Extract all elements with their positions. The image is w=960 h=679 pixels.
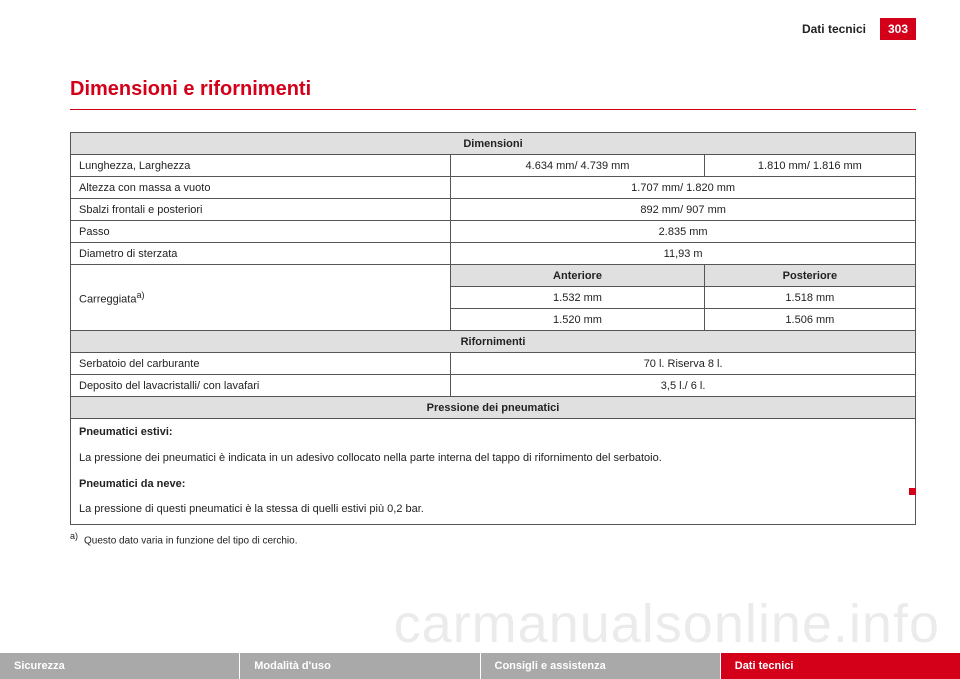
footnote-text: Questo dato varia in funzione del tipo d… <box>84 536 297 547</box>
row-value: 2.835 mm <box>451 221 916 243</box>
row-label: Passo <box>71 221 451 243</box>
row-value: 4.634 mm/ 4.739 mm <box>451 155 705 177</box>
anteriore-header: Anteriore <box>451 265 705 287</box>
data-table: Dimensioni Lunghezza, Larghezza 4.634 mm… <box>70 132 916 525</box>
row-value: 1.518 mm <box>704 287 915 309</box>
table-row: Diametro di sterzata 11,93 m <box>71 243 916 265</box>
table-row: Passo 2.835 mm <box>71 221 916 243</box>
neve-text: La pressione di questi pneumatici è la s… <box>79 500 907 520</box>
row-value: 1.532 mm <box>451 287 705 309</box>
tab-modalita[interactable]: Modalità d'uso <box>240 653 480 679</box>
neve-title: Pneumatici da neve: <box>79 475 907 495</box>
rifornimenti-header: Rifornimenti <box>71 331 916 353</box>
table-row: Carreggiataa) Anteriore Posteriore <box>71 265 916 287</box>
tab-dati-tecnici[interactable]: Dati tecnici <box>721 653 960 679</box>
row-value: 1.506 mm <box>704 309 915 331</box>
row-value: 892 mm/ 907 mm <box>451 199 916 221</box>
estivi-title: Pneumatici estivi: <box>79 423 907 443</box>
section-title: Dimensioni e rifornimenti <box>70 78 916 105</box>
page-header: Dati tecnici 303 <box>802 18 916 40</box>
pressione-info: Pneumatici estivi: La pressione dei pneu… <box>71 419 916 525</box>
row-label: Deposito del lavacristalli/ con lavafari <box>71 375 451 397</box>
row-label: Sbalzi frontali e posteriori <box>71 199 451 221</box>
row-value: 1.707 mm/ 1.820 mm <box>451 177 916 199</box>
footnote-marker: a) <box>136 290 144 300</box>
footnote-marker: a) <box>70 531 78 541</box>
estivi-text: La pressione dei pneumatici è indicata i… <box>79 449 907 469</box>
bottom-nav-bar: Sicurezza Modalità d'uso Consigli e assi… <box>0 653 960 679</box>
row-value: 1.520 mm <box>451 309 705 331</box>
tab-consigli[interactable]: Consigli e assistenza <box>481 653 721 679</box>
dimensioni-header: Dimensioni <box>71 133 916 155</box>
table-row: Pressione dei pneumatici <box>71 397 916 419</box>
table-row: Pneumatici estivi: La pressione dei pneu… <box>71 419 916 525</box>
table-row: Rifornimenti <box>71 331 916 353</box>
table-row: Deposito del lavacristalli/ con lavafari… <box>71 375 916 397</box>
row-label: Lunghezza, Larghezza <box>71 155 451 177</box>
row-value: 3,5 l./ 6 l. <box>451 375 916 397</box>
posteriore-header: Posteriore <box>704 265 915 287</box>
carreggiata-label-text: Carreggiata <box>79 293 136 305</box>
row-value: 1.810 mm/ 1.816 mm <box>704 155 915 177</box>
row-label: Diametro di sterzata <box>71 243 451 265</box>
footnote: a) Questo dato varia in funzione del tipo… <box>70 531 916 546</box>
row-label: Altezza con massa a vuoto <box>71 177 451 199</box>
header-section-title: Dati tecnici <box>802 22 866 36</box>
row-value: 70 l. Riserva 8 l. <box>451 353 916 375</box>
title-rule <box>70 109 916 110</box>
table-row: Altezza con massa a vuoto 1.707 mm/ 1.82… <box>71 177 916 199</box>
tab-sicurezza[interactable]: Sicurezza <box>0 653 240 679</box>
table-row: Sbalzi frontali e posteriori 892 mm/ 907… <box>71 199 916 221</box>
table-row: Dimensioni <box>71 133 916 155</box>
page-number-badge: 303 <box>880 18 916 40</box>
row-value: 11,93 m <box>451 243 916 265</box>
section-end-icon <box>909 488 916 495</box>
row-label: Serbatoio del carburante <box>71 353 451 375</box>
carreggiata-label: Carreggiataa) <box>71 265 451 331</box>
table-row: Serbatoio del carburante 70 l. Riserva 8… <box>71 353 916 375</box>
table-row: Lunghezza, Larghezza 4.634 mm/ 4.739 mm … <box>71 155 916 177</box>
watermark-text: carmanualsonline.info <box>394 593 940 655</box>
pressione-header: Pressione dei pneumatici <box>71 397 916 419</box>
content-section: Dimensioni e rifornimenti Dimensioni Lun… <box>70 78 916 547</box>
